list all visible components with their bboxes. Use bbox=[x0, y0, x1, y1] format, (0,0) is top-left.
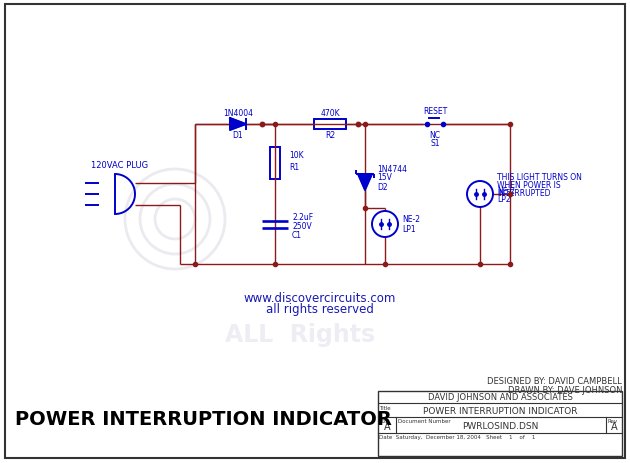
Bar bbox=[270, 148, 280, 180]
Text: 120VAC PLUG: 120VAC PLUG bbox=[91, 160, 149, 169]
Text: C1: C1 bbox=[292, 231, 302, 240]
Text: 1N4004: 1N4004 bbox=[223, 108, 253, 117]
Bar bbox=[314, 120, 346, 130]
Text: THIS LIGHT TURNS ON: THIS LIGHT TURNS ON bbox=[497, 172, 582, 181]
Text: RESET: RESET bbox=[423, 106, 447, 115]
Text: INTERRUPTED: INTERRUPTED bbox=[497, 188, 551, 197]
Text: LP1: LP1 bbox=[402, 225, 416, 234]
Bar bbox=[378, 391, 622, 456]
Text: DESIGNED BY: DAVID CAMPBELL: DESIGNED BY: DAVID CAMPBELL bbox=[487, 377, 622, 386]
Text: 2.2uF: 2.2uF bbox=[292, 213, 313, 222]
Text: DRAWN BY: DAVE JOHNSON: DRAWN BY: DAVE JOHNSON bbox=[508, 386, 622, 394]
Text: NE-2: NE-2 bbox=[402, 215, 420, 224]
Text: all rights reserved: all rights reserved bbox=[266, 303, 374, 316]
Text: POWER INTERRUPTION INDICATOR: POWER INTERRUPTION INDICATOR bbox=[423, 407, 577, 416]
Text: A: A bbox=[384, 421, 391, 431]
Text: Date  Saturday,  December 18, 2004   Sheet    1    of    1: Date Saturday, December 18, 2004 Sheet 1… bbox=[379, 434, 536, 439]
Text: 470K: 470K bbox=[320, 108, 340, 117]
Text: R1: R1 bbox=[289, 163, 299, 172]
Text: A: A bbox=[610, 421, 617, 431]
Text: ALL  Rights: ALL Rights bbox=[225, 322, 375, 346]
Text: R2: R2 bbox=[325, 130, 335, 139]
Text: Rev: Rev bbox=[607, 418, 617, 423]
Text: NE-2: NE-2 bbox=[497, 186, 515, 195]
Text: D1: D1 bbox=[232, 130, 243, 139]
Polygon shape bbox=[230, 119, 246, 131]
Text: 1N4744: 1N4744 bbox=[377, 164, 407, 173]
Text: POWER INTERRUPTION INDICATOR: POWER INTERRUPTION INDICATOR bbox=[15, 410, 392, 429]
Text: NC: NC bbox=[430, 130, 440, 139]
Text: WHEN POWER IS: WHEN POWER IS bbox=[497, 180, 561, 189]
Text: S1: S1 bbox=[430, 138, 440, 147]
Text: 250V: 250V bbox=[292, 222, 312, 231]
Text: D2: D2 bbox=[377, 182, 387, 191]
Text: LP2: LP2 bbox=[497, 194, 511, 203]
Polygon shape bbox=[358, 175, 372, 191]
Text: Document Number: Document Number bbox=[398, 418, 450, 423]
Text: www.discovercircuits.com: www.discovercircuits.com bbox=[244, 291, 396, 304]
Text: DAVID JOHNSON AND ASSOCIATES: DAVID JOHNSON AND ASSOCIATES bbox=[428, 393, 573, 401]
Text: PWRLOSIND.DSN: PWRLOSIND.DSN bbox=[462, 422, 538, 431]
Text: Title: Title bbox=[379, 405, 391, 410]
Text: 10K: 10K bbox=[289, 151, 304, 160]
Text: 15V: 15V bbox=[377, 173, 392, 182]
Text: Size: Size bbox=[379, 418, 390, 423]
